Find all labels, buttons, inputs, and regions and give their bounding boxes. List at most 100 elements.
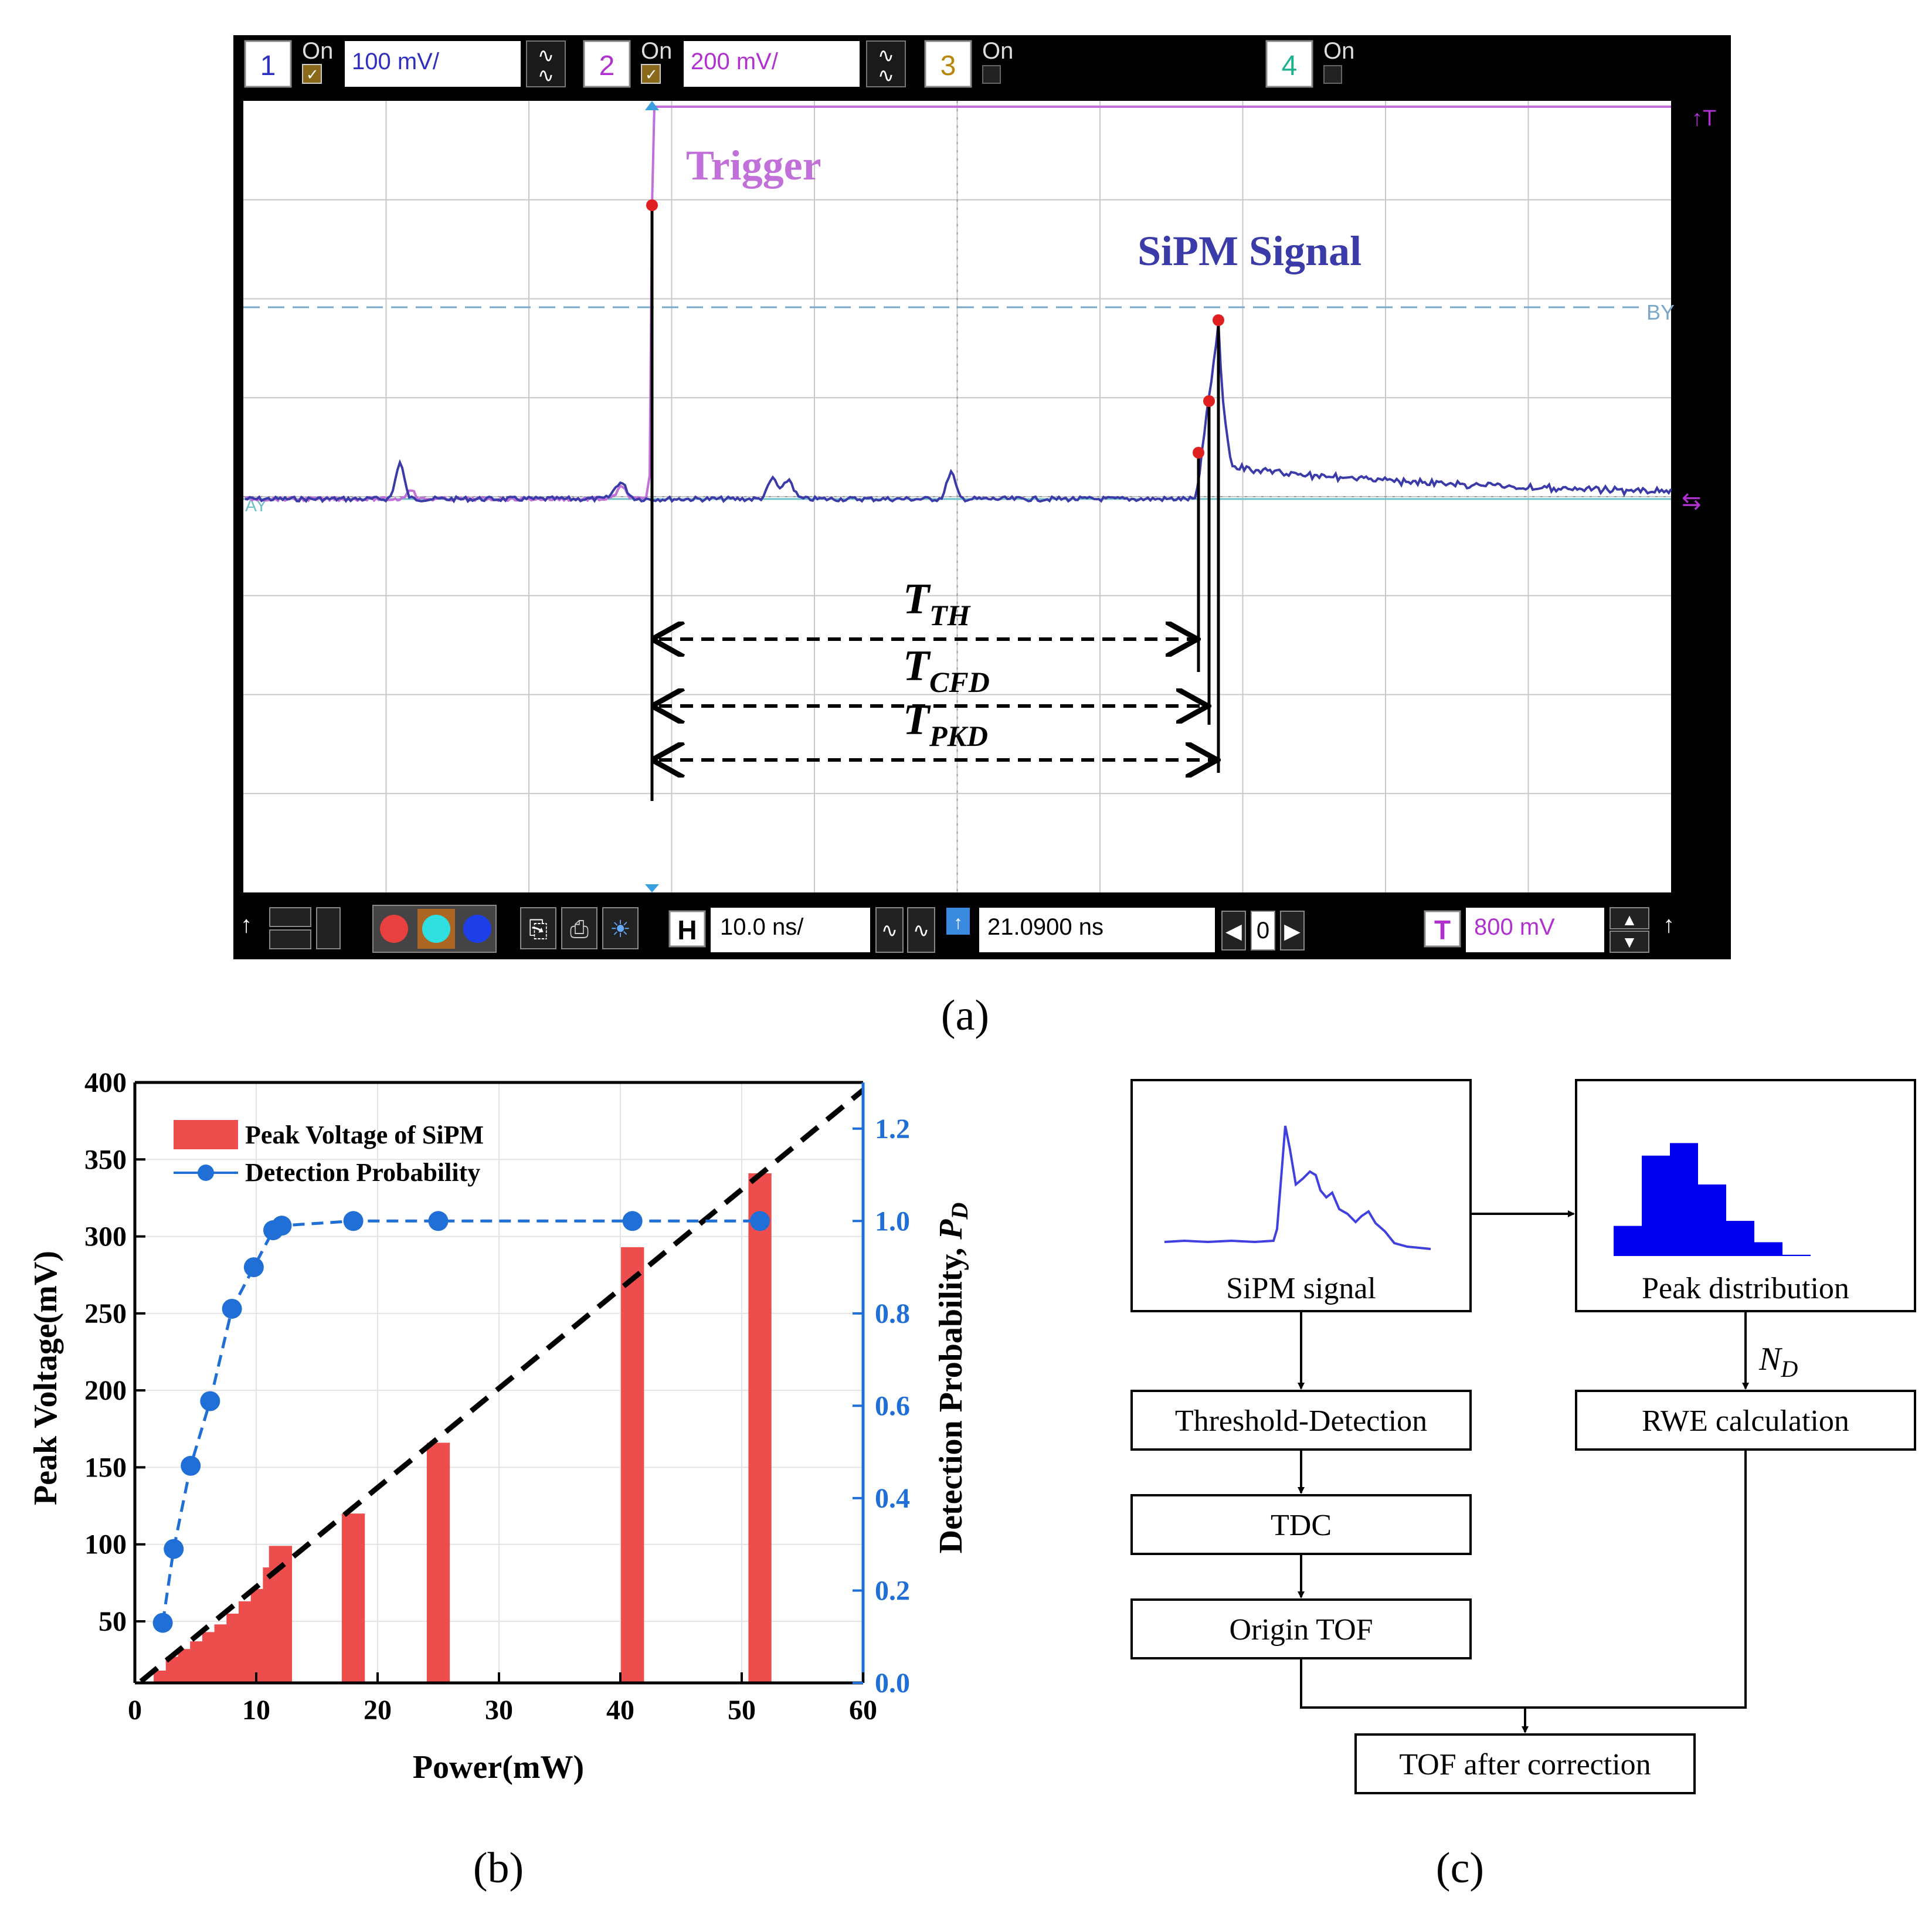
- channel-2-coupling-button[interactable]: [866, 40, 906, 87]
- scroll-down-button[interactable]: [269, 929, 311, 949]
- check-icon: ✓: [306, 66, 319, 83]
- histogram-bin: [1614, 1226, 1642, 1256]
- y-tick-label: 350: [84, 1144, 127, 1175]
- channel-4[interactable]: 4 On: [1265, 38, 1354, 88]
- channel-1-checkbox[interactable]: [302, 64, 322, 84]
- scroll-toggle-button[interactable]: [316, 907, 341, 949]
- t-th-sub: TH: [929, 599, 972, 632]
- fit-line-group: [139, 1088, 865, 1683]
- tdc-label: TDC: [1271, 1509, 1332, 1542]
- y2-tick-label: 1.0: [875, 1206, 910, 1237]
- channel-2-on-label: On: [641, 38, 672, 64]
- delay-zero-label: 0: [1257, 918, 1269, 943]
- channel-2-scale-field[interactable]: [684, 41, 860, 87]
- channel-1-coupling-button[interactable]: [526, 40, 566, 87]
- chart-bars: [154, 1173, 772, 1683]
- t-cfd-main: T: [903, 642, 931, 690]
- channel-3-number: 3: [940, 50, 956, 82]
- horizontal-button[interactable]: [668, 910, 706, 948]
- y2-tick-label: 0.6: [875, 1390, 910, 1421]
- origin-tof-box: [1130, 1598, 1472, 1659]
- arrow-up-icon[interactable]: ↑: [1663, 912, 1675, 938]
- trigger-label: Trigger: [686, 142, 821, 189]
- channel-2-number: 2: [599, 50, 615, 82]
- scroll-up-button[interactable]: [269, 907, 311, 927]
- channel-1-scale-field[interactable]: [345, 41, 521, 87]
- t-cfd-label: T CFD: [903, 642, 990, 698]
- chart-legend: Peak Voltage of SiPM Detection Probabili…: [174, 1120, 484, 1187]
- histogram-bin: [1754, 1242, 1782, 1256]
- y2-axis-title: Detection Probability, PD: [933, 1203, 973, 1554]
- delay-marker-button[interactable]: [946, 908, 970, 935]
- ac-coupling-icon: ∿: [538, 45, 555, 67]
- flowchart-panel: SiPM signal Peak distribution Threshold-…: [1130, 1079, 1916, 1794]
- save-screen-button[interactable]: [520, 907, 556, 949]
- chevron-left-icon: ◀: [1225, 919, 1242, 943]
- channel-1-on-label: On: [302, 38, 333, 64]
- arrow-up-icon[interactable]: ↑: [240, 912, 252, 938]
- channel-2-button[interactable]: [583, 40, 631, 88]
- delay-field[interactable]: [979, 908, 1215, 952]
- sipm-signal-box: [1130, 1079, 1472, 1312]
- timebase-field[interactable]: [711, 908, 870, 952]
- channel-1-button[interactable]: [244, 40, 292, 88]
- red-color-button[interactable]: [380, 915, 408, 943]
- delay-zero-button[interactable]: [1251, 911, 1275, 951]
- channel-4-button[interactable]: [1265, 40, 1313, 88]
- print-icon: ⎙: [570, 917, 589, 942]
- channel-3[interactable]: 3 On: [924, 38, 1013, 88]
- trigger-button[interactable]: [1424, 910, 1461, 948]
- channel-2[interactable]: 2 On ✓ 200 mV/ ∿ ∿: [583, 38, 906, 88]
- threshold-detection-label: Threshold-Detection: [1175, 1404, 1427, 1438]
- cyan-color-button[interactable]: [422, 915, 450, 943]
- trigger-level-down[interactable]: [1610, 931, 1649, 953]
- y-tick-label: 100: [84, 1529, 127, 1560]
- channel-2-scale: 200 mV/: [691, 49, 779, 74]
- channel-4-checkbox[interactable]: [1323, 65, 1342, 84]
- delay-value: 21.0900 ns: [987, 914, 1103, 940]
- blue-color-button[interactable]: [463, 915, 491, 943]
- x-tick-label: 10: [242, 1695, 270, 1726]
- channel-2-checkbox[interactable]: [641, 64, 661, 84]
- dc-coupling-icon: ∿: [538, 65, 555, 87]
- peak-distribution-box-label: Peak distribution: [1642, 1272, 1849, 1305]
- bar: [621, 1247, 644, 1683]
- wave-icon: ∿: [913, 919, 930, 942]
- t-pkd-main: T: [903, 696, 931, 744]
- chevron-up-icon: ▲: [1621, 911, 1638, 929]
- legend-marker-swatch: [198, 1165, 214, 1181]
- histogram-bin: [1782, 1254, 1811, 1256]
- brightness-button[interactable]: [602, 907, 639, 949]
- channel-4-on-label: On: [1323, 38, 1354, 64]
- tof-after-correction-label: TOF after correction: [1399, 1748, 1651, 1781]
- delay-left-button[interactable]: [1221, 911, 1246, 951]
- x-tick-label: 40: [606, 1695, 634, 1726]
- trigger-position-marker: [645, 101, 659, 110]
- legend-bar-label: Peak Voltage of SiPM: [245, 1121, 484, 1149]
- probability-point: [428, 1211, 449, 1231]
- histogram-bin: [1642, 1155, 1670, 1256]
- ac-coupling-icon: ∿: [878, 45, 895, 67]
- legend-bar-swatch: [174, 1120, 238, 1149]
- chevron-down-icon: ▼: [1621, 933, 1638, 951]
- probability-point: [622, 1211, 643, 1231]
- panel-label-c: (c): [1436, 1844, 1484, 1892]
- t-pkd-label: T PKD: [903, 696, 988, 752]
- channel-1[interactable]: 1 On ✓ 100 mV/ ∿ ∿: [244, 38, 566, 88]
- channel-3-checkbox[interactable]: [982, 65, 1001, 84]
- print-button[interactable]: [561, 907, 597, 949]
- waveform-mode-button[interactable]: [875, 907, 904, 953]
- legend-line-label: Detection Probability: [245, 1158, 480, 1187]
- y2-tick-label: 0.2: [875, 1575, 910, 1606]
- bar: [748, 1173, 772, 1683]
- probability-point: [750, 1211, 770, 1231]
- trigger-level-field[interactable]: [1466, 908, 1604, 952]
- waveform-mode-button-2[interactable]: [907, 907, 935, 953]
- channel-3-button[interactable]: [924, 40, 972, 88]
- trigger-level-up[interactable]: [1610, 907, 1649, 929]
- sipm-signal-label: SiPM Signal: [1138, 228, 1361, 274]
- delay-right-button[interactable]: [1280, 911, 1305, 951]
- y2-axis-title-symbol: P: [933, 1219, 969, 1240]
- tdc-box: [1130, 1494, 1472, 1555]
